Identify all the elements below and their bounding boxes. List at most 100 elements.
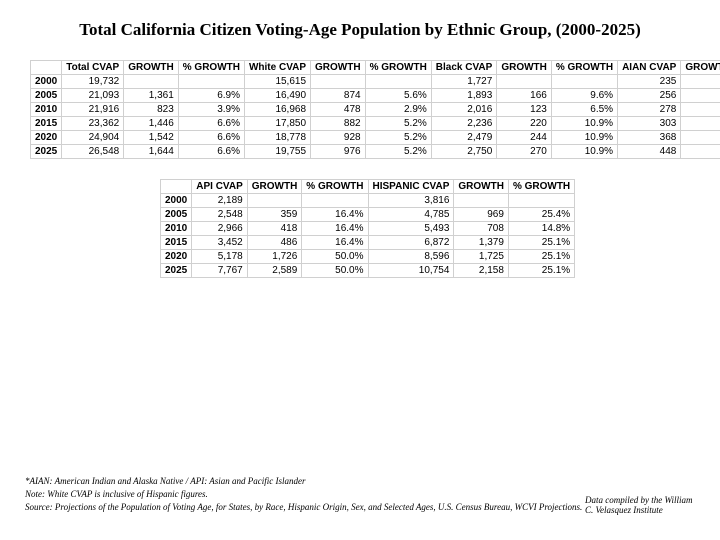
- cell: 486: [247, 236, 302, 250]
- cell: 5.2%: [365, 117, 431, 131]
- cell: 1,379: [454, 236, 509, 250]
- col-growth: GROWTH: [497, 61, 552, 75]
- table-header-row: Total CVAP GROWTH % GROWTH White CVAP GR…: [31, 61, 720, 75]
- cell: 5,493: [368, 222, 454, 236]
- cell-year: 2010: [31, 103, 62, 117]
- cell: 2,016: [431, 103, 497, 117]
- col-pct-growth: % GROWTH: [302, 180, 368, 194]
- cell: 418: [247, 222, 302, 236]
- cell: 50.0%: [302, 250, 368, 264]
- table-row: 200019,73215,6151,727235: [31, 75, 720, 89]
- cell: 21,093: [62, 89, 124, 103]
- cell: 2,589: [247, 264, 302, 278]
- cell: 2,548: [192, 208, 248, 222]
- cell: 14.8%: [508, 222, 574, 236]
- cell: 5.2%: [365, 145, 431, 159]
- cell: 2,966: [192, 222, 248, 236]
- cell: 2,236: [431, 117, 497, 131]
- col-pct-growth: % GROWTH: [551, 61, 617, 75]
- cell: 25.1%: [508, 264, 574, 278]
- table-row: 201523,3621,4466.6%17,8508825.2%2,236220…: [31, 117, 720, 131]
- cell: [247, 194, 302, 208]
- cell: 6.5%: [551, 103, 617, 117]
- cell-year: 2000: [31, 75, 62, 89]
- cell: 7,767: [192, 264, 248, 278]
- cell: 708: [454, 222, 509, 236]
- cell: 244: [497, 131, 552, 145]
- cell: 10.9%: [551, 131, 617, 145]
- cell: 8,596: [368, 250, 454, 264]
- table-row: 202526,5481,6446.6%19,7559765.2%2,750270…: [31, 145, 720, 159]
- cell: 3,452: [192, 236, 248, 250]
- table-row: 20102,96641816.4%5,49370814.8%: [161, 222, 575, 236]
- col-growth: GROWTH: [311, 61, 366, 75]
- cell: 1,446: [124, 117, 179, 131]
- cell: 874: [311, 89, 366, 103]
- cell: 4,785: [368, 208, 454, 222]
- cell: 1,361: [124, 89, 179, 103]
- cell: 6.6%: [178, 145, 244, 159]
- cell: 19,732: [62, 75, 124, 89]
- cell: 19,755: [244, 145, 310, 159]
- table-main: Total CVAP GROWTH % GROWTH White CVAP GR…: [30, 60, 720, 159]
- cell: [124, 75, 179, 89]
- cell: 25.1%: [508, 236, 574, 250]
- cell: 16.4%: [302, 236, 368, 250]
- cell: 25.4%: [508, 208, 574, 222]
- footnote-abbrev: *AIAN: American Indian and Alaska Native…: [25, 476, 695, 486]
- cell: [178, 75, 244, 89]
- cell: 25: [681, 117, 720, 131]
- cell: [365, 75, 431, 89]
- cell-year: 2015: [161, 236, 192, 250]
- cell: 16.4%: [302, 208, 368, 222]
- cell: 368: [618, 131, 681, 145]
- cell: [497, 75, 552, 89]
- table-row: 200521,0931,3616.9%16,4908745.6%1,893166…: [31, 89, 720, 103]
- cell: 448: [618, 145, 681, 159]
- col-pct-growth: % GROWTH: [508, 180, 574, 194]
- col-hispanic-cvap: HISPANIC CVAP: [368, 180, 454, 194]
- col-growth: GROWTH: [454, 180, 509, 194]
- cell: 6.6%: [178, 131, 244, 145]
- col-pct-growth: % GROWTH: [178, 61, 244, 75]
- cell: 80: [681, 145, 720, 159]
- col-black-cvap: Black CVAP: [431, 61, 497, 75]
- cell-year: 2025: [31, 145, 62, 159]
- cell: 3.9%: [178, 103, 244, 117]
- cell: 6,872: [368, 236, 454, 250]
- cell: 2,189: [192, 194, 248, 208]
- cell: 6.6%: [178, 117, 244, 131]
- cell: 16,490: [244, 89, 310, 103]
- cell-year: 2000: [161, 194, 192, 208]
- col-aian-cvap: AIAN CVAP: [618, 61, 681, 75]
- table-row: 20205,1781,72650.0%8,5961,72525.1%: [161, 250, 575, 264]
- cell: 2,158: [454, 264, 509, 278]
- cell: 3,816: [368, 194, 454, 208]
- cell: 26,548: [62, 145, 124, 159]
- col-growth: GROWTH: [681, 61, 720, 75]
- cell: 976: [311, 145, 366, 159]
- cell: 21,916: [62, 103, 124, 117]
- col-total-cvap: Total CVAP: [62, 61, 124, 75]
- cell: 5,178: [192, 250, 248, 264]
- cell: 478: [311, 103, 366, 117]
- cell: 5.6%: [365, 89, 431, 103]
- cell: 6.9%: [178, 89, 244, 103]
- cell: 882: [311, 117, 366, 131]
- cell: 220: [497, 117, 552, 131]
- cell: 969: [454, 208, 509, 222]
- cell: 65: [681, 131, 720, 145]
- table-row: 201021,9168233.9%16,9684782.9%2,0161236.…: [31, 103, 720, 117]
- cell: 10.9%: [551, 117, 617, 131]
- cell: 10,754: [368, 264, 454, 278]
- table-row: 20052,54835916.4%4,78596925.4%: [161, 208, 575, 222]
- cell-year: 2005: [161, 208, 192, 222]
- cell: 303: [618, 117, 681, 131]
- cell: 2,479: [431, 131, 497, 145]
- table-row: 202024,9041,5426.6%18,7789285.2%2,479244…: [31, 131, 720, 145]
- cell: 166: [497, 89, 552, 103]
- col-pct-growth: % GROWTH: [365, 61, 431, 75]
- cell: 2.9%: [365, 103, 431, 117]
- cell: 1,726: [247, 250, 302, 264]
- cell-year: 2020: [31, 131, 62, 145]
